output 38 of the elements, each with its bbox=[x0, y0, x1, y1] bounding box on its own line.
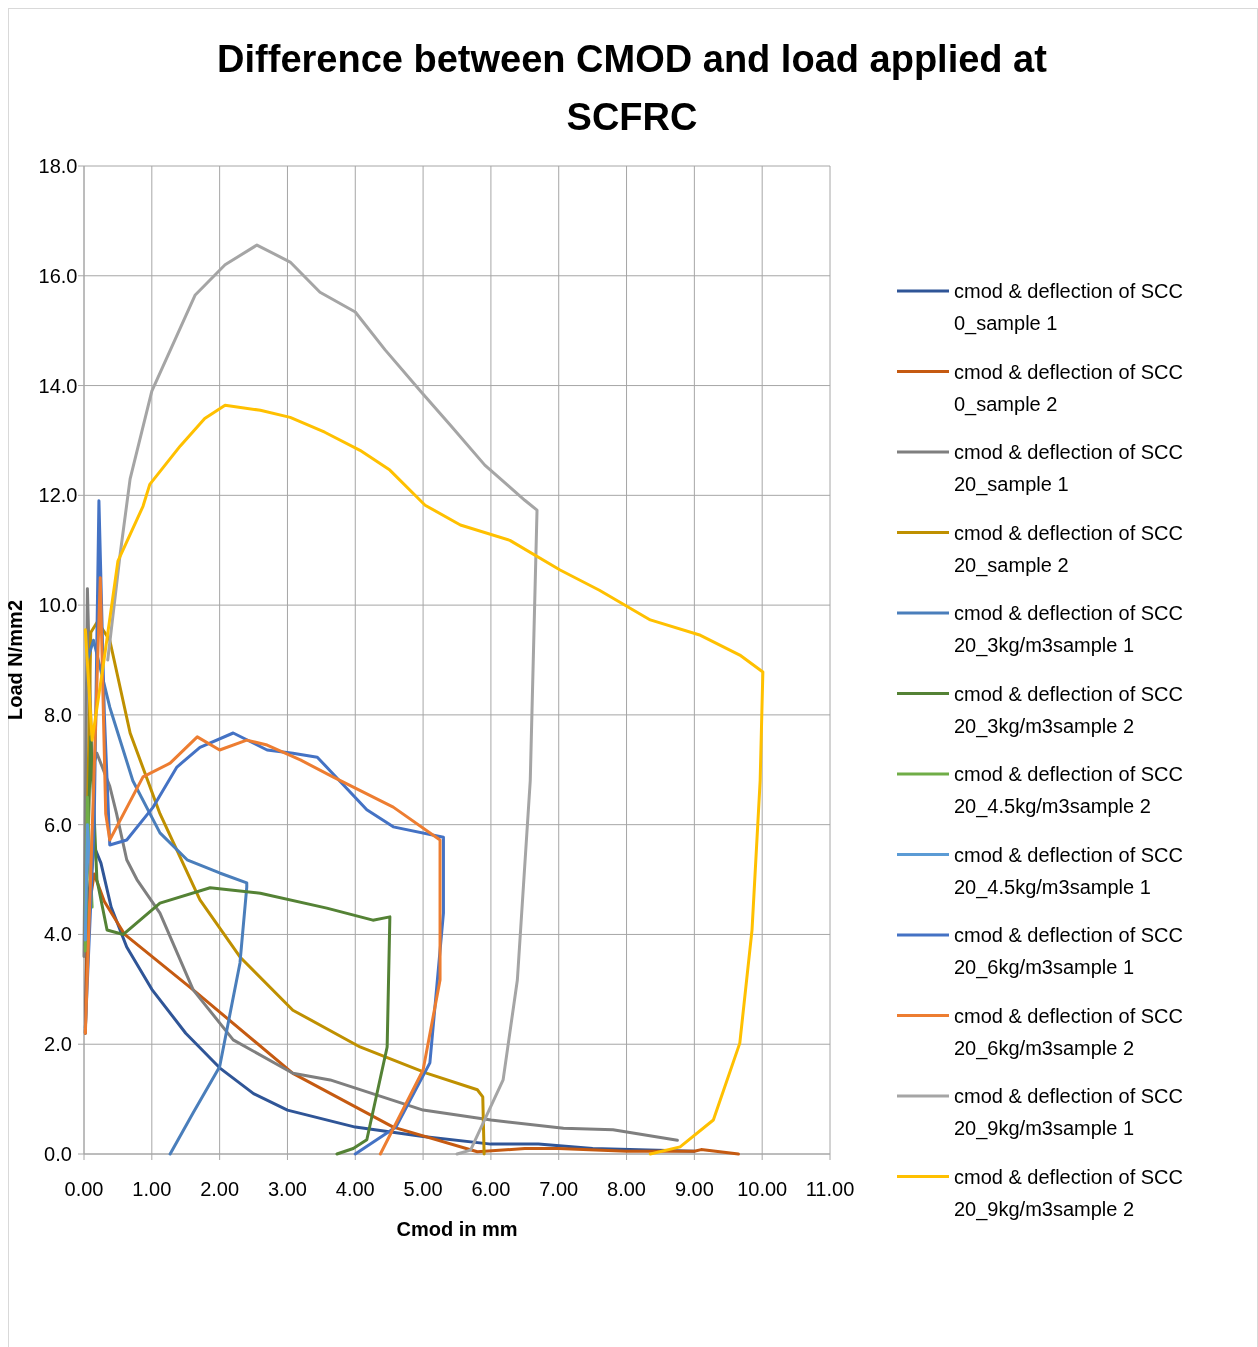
y-tick-label: 4.0 bbox=[44, 923, 72, 946]
legend-label: cmod & deflection of SCC 20_3kg/m3sample 1 bbox=[954, 602, 1183, 657]
y-tick-label: 0.0 bbox=[44, 1143, 72, 1165]
y-tick-label: 10.0 bbox=[38, 594, 78, 617]
legend-label: cmod & deflection of SCC 0_sample 2 bbox=[954, 360, 1183, 416]
legend-label: cmod & deflection of SCC 20_3kg/m3sample 2 bbox=[954, 682, 1183, 738]
legend-label: cmod & deflection of SCC 20_sample 1 bbox=[954, 441, 1183, 496]
x-tick-label: 9.00 bbox=[674, 1178, 714, 1200]
legend-label: cmod & deflection of SCC 20_4.5kg/m3sample 1 bbox=[954, 843, 1183, 899]
y-tick-label: 18.0 bbox=[38, 155, 78, 177]
line-series bbox=[83, 403, 765, 1156]
x-tick-label: 4.00 bbox=[335, 1178, 375, 1200]
chart-title: Difference between CMOD and load applied at SCFRC bbox=[217, 38, 1048, 138]
y-tick-label: 6.0 bbox=[44, 813, 72, 836]
legend-label: cmod & deflection of SCC 0_sample 1 bbox=[954, 280, 1183, 335]
x-tick-label: 0.00 bbox=[64, 1178, 104, 1200]
x-axis-title: Cmod in mm bbox=[396, 1218, 518, 1240]
y-tick-label: 12.0 bbox=[38, 484, 78, 507]
x-tick-label: 5.00 bbox=[403, 1178, 443, 1200]
legend-label: cmod & deflection of SCC 20_6kg/m3sample 1 bbox=[954, 924, 1183, 979]
legend-label: cmod & deflection of SCC 20_9kg/m3sample 1 bbox=[954, 1085, 1183, 1140]
x-tick-label: 6.00 bbox=[471, 1178, 511, 1200]
y-tick-label: 2.0 bbox=[44, 1033, 72, 1056]
legend-label: cmod & deflection of SCC 20_sample 2 bbox=[954, 521, 1183, 577]
legend-label: cmod & deflection of SCC 20_9kg/m3sample 2 bbox=[954, 1165, 1183, 1221]
x-tick-label: 11.00 bbox=[805, 1178, 855, 1200]
y-tick-label: 8.0 bbox=[44, 703, 72, 726]
x-tick-label: 10.00 bbox=[737, 1178, 788, 1200]
x-tick-label: 7.00 bbox=[539, 1178, 579, 1200]
x-tick-label: 1.00 bbox=[132, 1178, 172, 1200]
x-tick-label: 3.00 bbox=[267, 1178, 307, 1200]
y-tick-label: 14.0 bbox=[38, 374, 78, 397]
y-axis-title: Load N/mm2 bbox=[4, 599, 26, 721]
legend-label: cmod & deflection of SCC 20_4.5kg/m3sample 2 bbox=[954, 763, 1183, 818]
x-tick-label: 8.00 bbox=[607, 1178, 647, 1200]
y-tick-label: 16.0 bbox=[38, 264, 78, 287]
x-tick-label: 2.00 bbox=[200, 1178, 240, 1200]
legend-label: cmod & deflection of SCC 20_6kg/m3sample 2 bbox=[954, 1004, 1183, 1060]
